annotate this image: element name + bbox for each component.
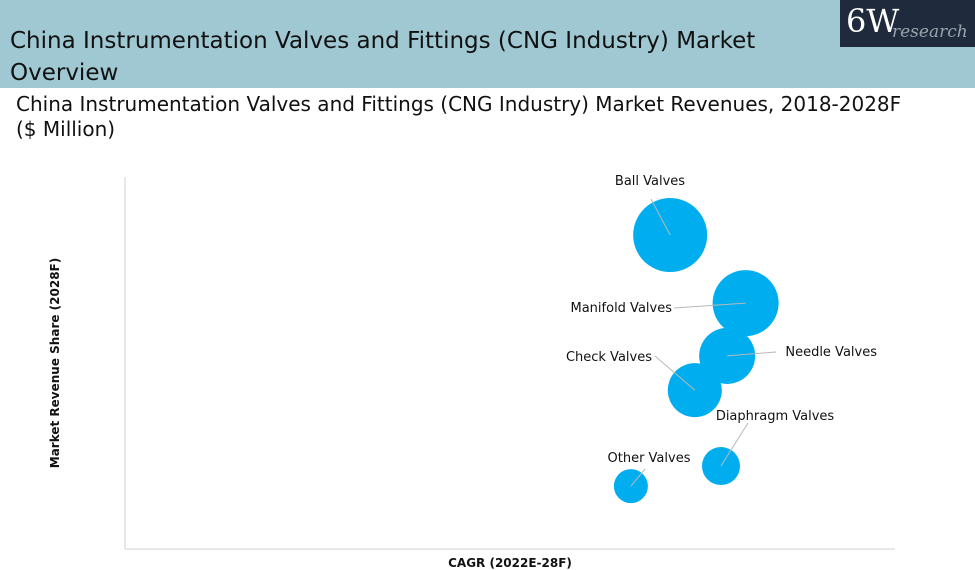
- leader-line: [650, 198, 671, 236]
- data-label: Ball Valves: [615, 174, 685, 189]
- data-label: Other Valves: [608, 451, 691, 466]
- leader-line: [673, 302, 746, 309]
- bubble-check-valves: [667, 363, 722, 418]
- chart-title: China Instrumentation Valves and Fitting…: [16, 92, 902, 141]
- bubble-manifold-valves: [712, 270, 779, 337]
- data-label: Diaphragm Valves: [716, 409, 835, 424]
- leader-line: [720, 422, 749, 467]
- leader-line: [654, 355, 696, 391]
- data-label: Check Valves: [566, 350, 652, 365]
- leader-line: [630, 468, 646, 487]
- header-band: China Instrumentation Valves and Fitting…: [0, 0, 975, 88]
- page-title: China Instrumentation Valves and Fitting…: [10, 28, 756, 86]
- x-axis-label: CAGR (2022E-28F): [448, 556, 572, 570]
- leader-line: [727, 351, 777, 357]
- logo-main: 6W: [846, 2, 900, 40]
- data-label: Manifold Valves: [571, 301, 673, 316]
- logo: 6W research: [840, 0, 975, 47]
- logo-sub: research: [892, 22, 968, 42]
- data-label: Needle Valves: [785, 345, 877, 360]
- y-axis-label: Market Revenue Share (2028F): [48, 258, 62, 469]
